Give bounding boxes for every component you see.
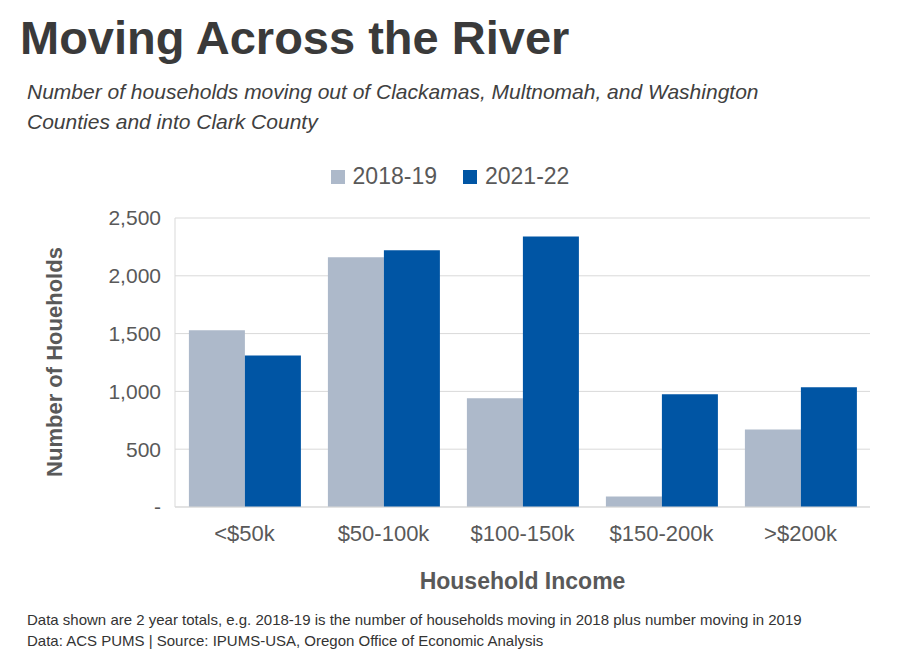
svg-text:>$200k: >$200k [764, 521, 838, 546]
html-text:2021-22: 2021-22 [485, 163, 570, 189]
html-text:Data shown are 2 year totals,: Data shown are 2 year totals, e.g. 2018-… [27, 611, 802, 628]
html-text:Number of households moving ou: Number of households moving out of Clack… [27, 80, 759, 103]
html-text:Number of Houeholds: Number of Houeholds [42, 247, 67, 477]
svg-text:$50-100k: $50-100k [338, 521, 431, 546]
svg-text:$100-150k: $100-150k [471, 521, 576, 546]
html-text:Household Income: Household Income [419, 568, 626, 594]
html-text:Moving Across the River: Moving Across the River [20, 11, 570, 64]
svg-text:-: - [154, 495, 161, 518]
svg-text:1,000: 1,000 [108, 380, 161, 403]
html-text:2018-19: 2018-19 [352, 163, 437, 189]
html-text:Counties and into Clark County: Counties and into Clark County [27, 110, 318, 133]
svg-text:2,000: 2,000 [108, 264, 161, 287]
svg-text:500: 500 [126, 438, 161, 461]
svg-text:2,500: 2,500 [108, 206, 161, 229]
svg-text:<$50k: <$50k [214, 521, 276, 546]
html-text:Data: ACS PUMS | Source: IPUMS: Data: ACS PUMS | Source: IPUMS-USA, Oreg… [27, 632, 544, 649]
svg-text:$150-200k: $150-200k [610, 521, 715, 546]
svg-text:1,500: 1,500 [108, 322, 161, 345]
